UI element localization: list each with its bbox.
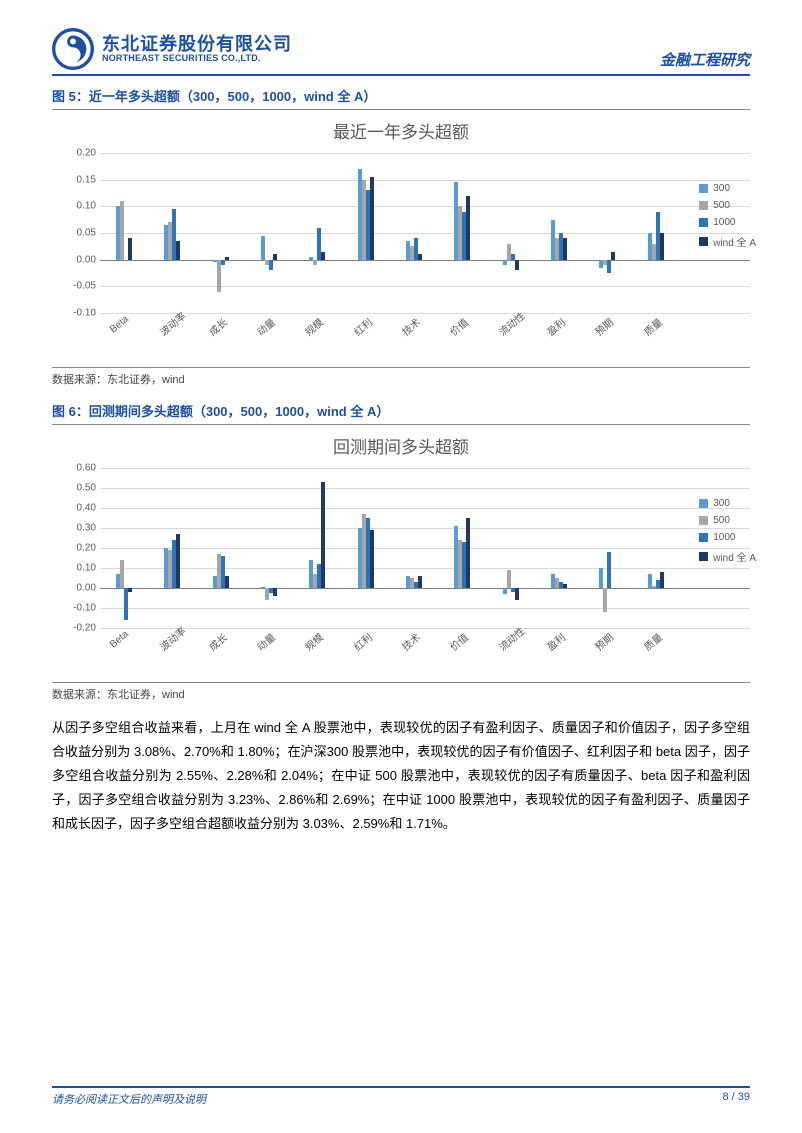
page-header: 东北证券股份有限公司 NORTHEAST SECURITIES CO.,LTD.… <box>52 28 750 76</box>
y-tick: 0.00 <box>77 583 96 594</box>
y-tick: 0.40 <box>77 503 96 514</box>
analysis-paragraph: 从因子多空组合收益来看，上月在 wind 全 A 股票池中，表现较优的因子有盈利… <box>52 716 750 836</box>
y-tick: -0.10 <box>73 308 96 319</box>
bar <box>563 584 567 588</box>
figure-6-chart: -0.20-0.100.000.100.200.300.400.500.6030… <box>52 468 750 678</box>
logo-cn: 东北证券股份有限公司 <box>102 35 292 54</box>
y-tick: 0.05 <box>77 228 96 239</box>
footer-page-number: 8 / 39 <box>722 1091 750 1107</box>
y-tick: 0.00 <box>77 254 96 265</box>
bar <box>269 260 273 271</box>
figure-5-title: 最近一年多头超额 <box>52 118 750 143</box>
figure-5-source: 数据来源：东北证券，wind <box>52 367 750 387</box>
legend: 300 500 1000 wind 全 A <box>699 498 756 570</box>
bar <box>225 257 229 260</box>
bar <box>128 238 132 259</box>
y-tick: 0.50 <box>77 483 96 494</box>
bar <box>128 588 132 592</box>
bar <box>603 588 607 612</box>
figure-6: 图 6：回测期间多头超额（300，500，1000，wind 全 A） 回测期间… <box>52 401 750 702</box>
bar <box>221 260 225 265</box>
y-tick: 0.20 <box>77 543 96 554</box>
y-tick: -0.05 <box>73 281 96 292</box>
figure-5: 图 5：近一年多头超额（300，500，1000，wind 全 A） 最近一年多… <box>52 86 750 387</box>
figure-6-caption: 图 6：回测期间多头超额（300，500，1000，wind 全 A） <box>52 401 750 425</box>
bar <box>503 588 507 594</box>
bar <box>313 260 317 265</box>
bar <box>273 254 277 259</box>
bar <box>370 530 374 588</box>
bar <box>418 254 422 259</box>
y-tick: 0.30 <box>77 523 96 534</box>
y-tick: -0.20 <box>73 623 96 634</box>
legend-item: 1000 <box>699 532 756 543</box>
bar <box>120 201 124 260</box>
bar <box>515 588 519 600</box>
logo: 东北证券股份有限公司 NORTHEAST SECURITIES CO.,LTD. <box>52 28 292 70</box>
bar <box>660 572 664 588</box>
bar <box>507 570 511 588</box>
y-tick: 0.10 <box>77 563 96 574</box>
bar <box>120 560 124 588</box>
bar <box>418 576 422 588</box>
figure-5-chart: -0.10-0.050.000.050.100.150.203005001000… <box>52 153 750 363</box>
bar <box>563 238 567 259</box>
legend-item: wind 全 A <box>699 549 756 564</box>
bar <box>261 236 265 260</box>
bar <box>466 518 470 588</box>
bar <box>273 588 277 596</box>
figure-5-caption: 图 5：近一年多头超额（300，500，1000，wind 全 A） <box>52 86 750 110</box>
bar <box>607 260 611 273</box>
y-tick: 0.10 <box>77 201 96 212</box>
bar <box>660 233 664 260</box>
legend-item: 500 <box>699 515 756 526</box>
header-section-title: 金融工程研究 <box>660 49 750 70</box>
bar <box>466 196 470 260</box>
bar <box>321 482 325 588</box>
bar <box>515 260 519 271</box>
legend: 300 500 1000 wind 全 A <box>699 183 756 255</box>
y-tick: 0.15 <box>77 174 96 185</box>
bar <box>321 252 325 260</box>
bar <box>607 552 611 588</box>
bar <box>176 241 180 260</box>
page-footer: 请务必阅读正文后的声明及说明 8 / 39 <box>52 1086 750 1107</box>
legend-item: 1000 <box>699 217 756 228</box>
bar <box>176 534 180 588</box>
bar <box>124 588 128 620</box>
legend-item: 300 <box>699 183 756 194</box>
figure-6-source: 数据来源：东北证券，wind <box>52 682 750 702</box>
bar <box>611 252 615 260</box>
bar <box>225 576 229 588</box>
logo-en: NORTHEAST SECURITIES CO.,LTD. <box>102 54 292 63</box>
legend-item: wind 全 A <box>699 234 756 249</box>
bar <box>503 260 507 265</box>
bar <box>370 177 374 260</box>
company-logo-icon <box>52 28 94 70</box>
legend-item: 500 <box>699 200 756 211</box>
legend-item: 300 <box>699 498 756 509</box>
figure-6-title: 回测期间多头超额 <box>52 433 750 458</box>
y-tick: 0.60 <box>77 463 96 474</box>
footer-disclaimer: 请务必阅读正文后的声明及说明 <box>52 1091 206 1107</box>
bar <box>599 568 603 588</box>
y-tick: 0.20 <box>77 148 96 159</box>
y-tick: -0.10 <box>73 603 96 614</box>
